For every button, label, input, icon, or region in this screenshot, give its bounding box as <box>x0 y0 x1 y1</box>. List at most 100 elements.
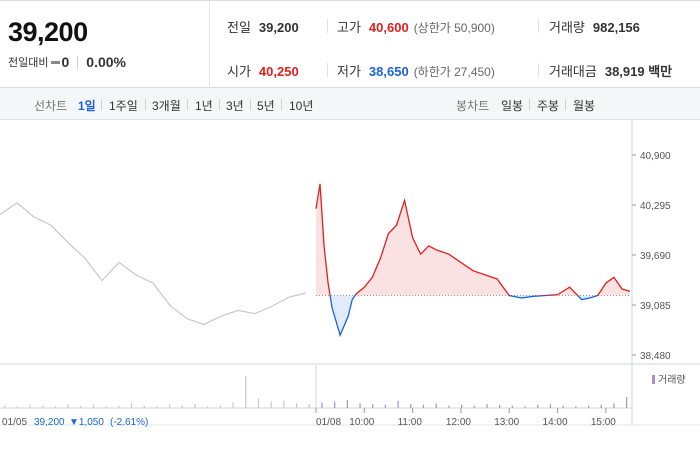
price-lines <box>0 183 631 338</box>
previous-day-close: 39,200 <box>34 417 65 428</box>
intraday-line-up <box>315 183 631 296</box>
volume-bar <box>42 405 44 408</box>
volume-bar <box>169 404 171 408</box>
previous-day-change: ▼1,050 <box>69 417 104 428</box>
y-tick-label: 38,480 <box>640 351 671 362</box>
previous-day-line <box>0 202 307 326</box>
x-tick-label: 12:00 <box>446 417 471 428</box>
volume-legend-label: 거래량 <box>658 374 686 386</box>
volume-bar <box>130 403 133 408</box>
volume-bar <box>600 404 602 408</box>
prev-close-value: 39,200 <box>258 20 299 35</box>
volume-value: 982,156 <box>592 20 640 35</box>
high-cell: 고가 40,600 (상한가 50,900) <box>337 17 495 36</box>
flat-change-icon <box>51 60 61 64</box>
period-tab-1y[interactable]: 1년 <box>195 99 213 113</box>
volume-bar <box>118 405 120 408</box>
area-above-reference <box>316 183 630 296</box>
area-below-reference <box>316 295 630 336</box>
volume-bar <box>194 404 196 408</box>
period-tab-1d[interactable]: 1일 <box>78 99 96 113</box>
volume-bar <box>321 402 323 408</box>
volume-bar <box>613 403 615 408</box>
quote-header: 39,200 전일대비 0 0.00% 전일 39,200 고가 40,600 … <box>0 0 700 88</box>
volume-bar <box>156 406 158 408</box>
grid <box>0 120 700 426</box>
volume-bar <box>308 404 310 408</box>
volume-bar <box>435 403 437 408</box>
open-value: 40,250 <box>258 64 299 79</box>
x-tick-label: 11:00 <box>398 417 423 428</box>
volume-bar <box>232 402 234 408</box>
change-value: 0 <box>61 54 70 70</box>
divider <box>529 99 530 110</box>
period-bar: 선차트 1일 1주일 3개월 1년 3년 5년 10년 봉차트 일봉 주봉 월봉 <box>0 88 700 120</box>
volume-bar <box>537 404 539 408</box>
candle-tab-daily[interactable]: 일봉 <box>501 99 524 113</box>
period-tab-5y[interactable]: 5년 <box>257 99 275 113</box>
volume-bar <box>257 398 260 408</box>
previous-day-percent: (-2.61%) <box>110 417 148 428</box>
volume-bar <box>384 404 387 408</box>
previous-day-date: 01/05 <box>2 417 27 428</box>
volume-bar <box>626 396 628 408</box>
volume-bar <box>422 404 425 408</box>
open-cell: 시가 40,250 <box>227 61 299 80</box>
period-tab-1w[interactable]: 1주일 <box>109 99 138 113</box>
upper-limit: (상한가 50,900) <box>413 21 495 35</box>
volume-bar <box>524 406 526 408</box>
candle-tab-weekly[interactable]: 주봉 <box>537 99 560 113</box>
divider <box>101 99 102 110</box>
bottom-info: 01/05 39,200 ▼1,050 (-2.61%) <box>2 417 148 428</box>
y-axis: 40,900 40,295 39,690 39,085 38,480 <box>632 151 671 362</box>
volume-bar <box>562 405 564 408</box>
volume-bar <box>473 405 475 408</box>
volume-bar <box>67 404 69 408</box>
volume-legend-swatch <box>652 375 655 384</box>
amount-cell: 거래대금 38,919 백만 <box>549 61 672 80</box>
volume-bar <box>295 403 298 408</box>
candle-tab-monthly[interactable]: 월봉 <box>573 99 596 113</box>
high-value: 40,600 <box>368 20 409 35</box>
volume-bar <box>460 404 463 408</box>
volume-bar <box>448 405 450 408</box>
x-tick-label: 14:00 <box>543 417 568 428</box>
divider <box>327 19 328 33</box>
volume-bar <box>245 376 247 408</box>
volume-bar <box>4 405 6 408</box>
volume-bars: 거래량 <box>4 374 686 408</box>
volume-bar <box>511 405 513 408</box>
prev-close-label: 전일 <box>227 20 251 35</box>
divider <box>219 99 220 110</box>
intraday-line-down <box>329 295 599 338</box>
volume-bar <box>16 406 18 408</box>
y-tick-label: 39,690 <box>640 251 671 262</box>
y-tick-label: 39,085 <box>640 301 671 312</box>
volume-bar <box>181 405 183 408</box>
candle-chart-label: 봉차트 <box>456 99 490 113</box>
period-tab-10y[interactable]: 10년 <box>289 99 314 113</box>
period-tab-3y[interactable]: 3년 <box>226 99 244 113</box>
low-value: 38,650 <box>368 64 409 79</box>
divider <box>145 99 146 110</box>
volume-bar <box>283 400 285 408</box>
open-label: 시가 <box>227 64 251 79</box>
volume-bar <box>486 404 488 408</box>
divider <box>538 63 539 77</box>
prev-close-cell: 전일 39,200 <box>227 17 299 36</box>
price-summary: 39,200 전일대비 0 0.00% <box>0 1 210 88</box>
volume-bar <box>80 405 82 408</box>
current-price: 39,200 <box>8 17 88 47</box>
line-chart-label: 선차트 <box>34 99 68 113</box>
volume-bar <box>207 406 209 408</box>
low-cell: 저가 38,650 (하한가 27,450) <box>337 61 495 80</box>
volume-bar <box>499 404 501 408</box>
volume-bar <box>29 404 31 408</box>
x-tick-label: 15:00 <box>591 417 616 428</box>
high-label: 고가 <box>337 20 361 35</box>
amount-value: 38,919 백만 <box>604 64 673 79</box>
divider <box>250 99 251 110</box>
period-tab-3m[interactable]: 3개월 <box>152 99 181 113</box>
volume-label: 거래량 <box>549 20 585 35</box>
